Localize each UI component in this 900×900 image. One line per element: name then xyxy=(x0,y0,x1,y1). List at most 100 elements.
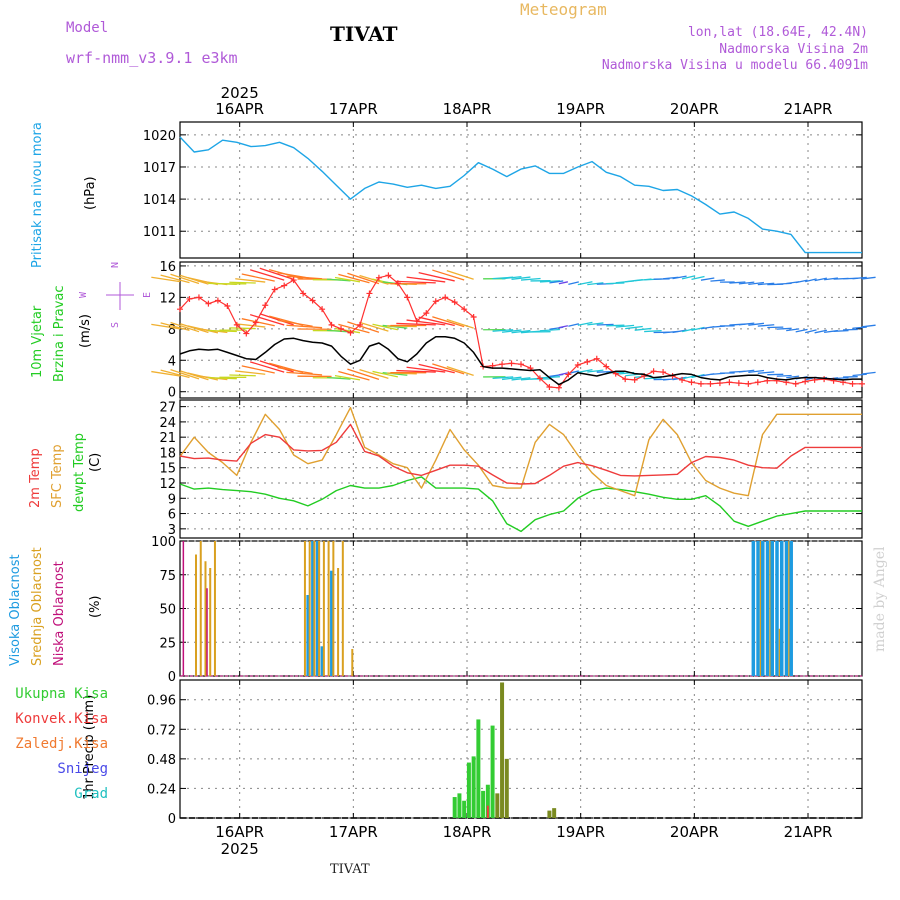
gust-marker xyxy=(792,380,799,387)
gust-marker xyxy=(394,280,401,287)
year-top-label: 2025 xyxy=(221,84,259,102)
wind-direction-arrow xyxy=(539,280,560,283)
wind-direction-arrow xyxy=(672,275,687,280)
cloud-bar xyxy=(320,646,324,676)
cloud-bar xyxy=(209,568,212,676)
cloud-bar xyxy=(778,628,781,676)
wind-direction-arrow xyxy=(338,323,370,334)
gust-marker xyxy=(271,286,278,293)
wind-direction-arrow xyxy=(558,281,568,285)
panel-frame-wind xyxy=(179,261,863,399)
wind-direction-arrow xyxy=(644,377,662,380)
wind-direction-arrow xyxy=(577,281,593,286)
gust-marker xyxy=(451,299,458,306)
cloud-bar xyxy=(759,541,762,676)
wind-direction-arrow xyxy=(334,374,361,381)
wind-direction-arrow xyxy=(814,277,828,282)
wind-direction-arrow xyxy=(776,327,792,330)
gust-marker xyxy=(423,310,430,317)
wind-direction-arrow xyxy=(406,366,446,373)
gust-marker xyxy=(688,379,695,386)
wind-direction-arrow xyxy=(235,323,266,328)
precip-bar xyxy=(471,756,476,818)
ytick-label-precipitation: 0.48 xyxy=(147,753,176,768)
wind-direction-arrow xyxy=(170,321,200,333)
panel-frame-temperature xyxy=(179,399,863,539)
wind-direction-arrow xyxy=(615,324,635,328)
gust-marker xyxy=(697,380,704,387)
ytick-label-pressure: 1014 xyxy=(143,193,176,208)
wind-direction-arrow xyxy=(625,325,643,330)
gust-marker xyxy=(660,369,667,376)
gust-marker xyxy=(338,325,345,332)
wind-direction-arrow xyxy=(852,373,867,377)
cloud-bar xyxy=(351,649,354,676)
gust-marker xyxy=(584,358,591,365)
wind-direction-arrow xyxy=(396,280,436,284)
wind-direction-arrow xyxy=(568,323,579,327)
gust-marker xyxy=(603,363,610,370)
sfc-temp-line xyxy=(179,406,862,497)
wind-direction-arrow xyxy=(277,319,313,327)
wind-direction-arrow xyxy=(179,370,209,381)
wind-direction-arrow xyxy=(644,329,662,333)
cloud-bar xyxy=(784,541,789,676)
gust-marker xyxy=(375,274,382,281)
wind-direction-arrow xyxy=(596,370,614,373)
cloud-bar xyxy=(327,541,330,676)
gust-marker xyxy=(707,380,714,387)
ytick-label-wind: 4 xyxy=(168,354,176,369)
wind-direction-arrow xyxy=(382,324,408,329)
cloud-bar xyxy=(306,595,310,676)
wind-direction-arrow xyxy=(814,329,828,334)
cloud-bar xyxy=(199,541,202,676)
precip-bar xyxy=(462,800,467,818)
wind-direction-arrow xyxy=(852,326,867,329)
cloud-bar xyxy=(318,541,321,676)
wind-direction-arrow xyxy=(160,274,190,284)
wind-direction-arrow xyxy=(691,326,705,331)
wind-direction-arrow xyxy=(418,363,455,374)
model-label: Model xyxy=(66,20,109,36)
wind-direction-arrow xyxy=(700,277,715,281)
ytick-label-temperature: 18 xyxy=(159,446,176,461)
wind-direction-arrow xyxy=(511,276,531,280)
cloud-bar xyxy=(341,541,344,676)
gust-marker xyxy=(233,321,240,328)
gust-marker xyxy=(764,377,771,384)
wind-direction-arrow xyxy=(738,369,755,373)
ytick-label-pressure: 1017 xyxy=(143,161,176,176)
wind-direction-arrow xyxy=(511,377,531,381)
ytick-label-wind: 8 xyxy=(168,323,176,338)
ytick-label-temperature: 12 xyxy=(159,477,176,492)
wind-direction-arrow xyxy=(286,371,323,376)
ytick-label-temperature: 27 xyxy=(159,401,176,416)
gust-marker xyxy=(555,384,562,391)
gust-marker xyxy=(205,300,212,307)
gust-marker xyxy=(461,306,468,313)
compass-east: E xyxy=(142,292,153,298)
gust-marker xyxy=(565,371,572,378)
panel-frame-pressure xyxy=(179,121,863,259)
cloud-bar xyxy=(308,541,311,676)
cloud-bar xyxy=(332,541,335,676)
wind-direction-arrow xyxy=(568,281,579,285)
wind-direction-arrow xyxy=(406,276,446,283)
cloud-bar xyxy=(213,541,216,676)
wind-direction-arrow xyxy=(833,329,849,332)
wind-direction-arrow xyxy=(681,327,696,333)
wind-direction-arrow xyxy=(861,371,876,375)
wind-direction-arrow xyxy=(338,273,370,284)
gust-marker xyxy=(754,379,761,386)
xtick-bottom-label: 21APR xyxy=(784,823,833,841)
gust-marker xyxy=(319,306,326,313)
ytick-label-temperature: 6 xyxy=(168,508,176,523)
wind-direction-arrow xyxy=(786,375,800,379)
gust-marker xyxy=(546,383,553,390)
gust-marker xyxy=(859,380,865,387)
gust-marker xyxy=(404,294,411,301)
ytick-label-temperature: 21 xyxy=(159,431,176,446)
wind-direction-arrow xyxy=(681,375,696,380)
wind-direction-arrow xyxy=(179,323,209,334)
ytick-label-wind: 16 xyxy=(159,260,176,275)
